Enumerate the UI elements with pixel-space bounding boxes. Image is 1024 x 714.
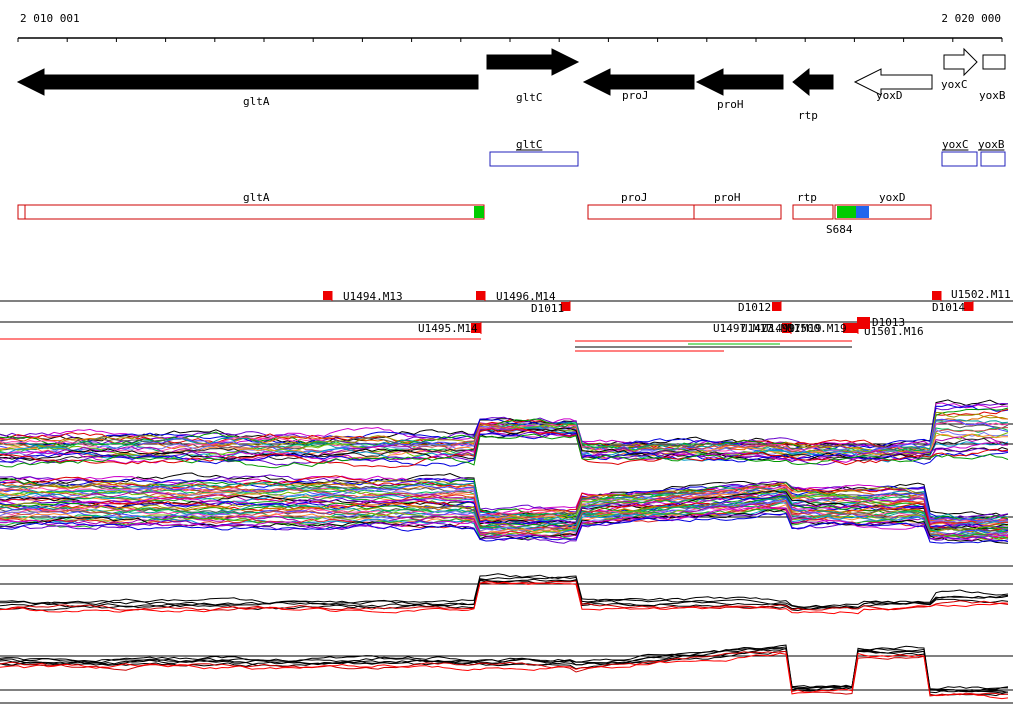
expression-line bbox=[0, 432, 1009, 467]
probe-label-U1473.M17: U1473.M17 bbox=[741, 322, 801, 335]
probe-label-U1501.M16: U1501.M16 bbox=[864, 325, 924, 338]
gene-label-yoxC: yoxC bbox=[941, 78, 968, 91]
expression-line bbox=[0, 433, 1009, 469]
expression-line bbox=[0, 502, 1009, 535]
probe-label-D1012: D1012 bbox=[738, 301, 771, 314]
probe-flag-D1012[interactable] bbox=[772, 302, 781, 311]
gene-arrow-yoxC[interactable] bbox=[943, 47, 978, 77]
gene-label-yoxD: yoxD bbox=[876, 89, 903, 102]
ruler-end-label: 2 020 000 bbox=[941, 12, 1001, 25]
probe-label-U1496.M14: U1496.M14 bbox=[496, 290, 556, 303]
expression-line bbox=[0, 646, 1008, 694]
red-box-segment bbox=[474, 206, 484, 218]
gene-arrow-yoxD[interactable] bbox=[853, 68, 933, 96]
probe-flag-b-1[interactable] bbox=[782, 323, 791, 333]
probe-label-D1011: D1011 bbox=[531, 302, 564, 315]
expression-line bbox=[0, 490, 1009, 526]
expression-line bbox=[0, 579, 1009, 612]
red-box-small[interactable] bbox=[17, 204, 26, 220]
expression-line bbox=[0, 513, 1009, 544]
red-box-gltA[interactable] bbox=[24, 204, 485, 220]
gene-yoxB[interactable]: yoxB bbox=[979, 54, 1006, 102]
expression-line bbox=[0, 580, 1009, 611]
gene-label-gltA: gltA bbox=[243, 95, 270, 108]
expression-line bbox=[0, 652, 1009, 700]
gene-yoxC[interactable]: yoxC bbox=[941, 47, 978, 91]
gene-arrow-proH[interactable] bbox=[695, 68, 784, 96]
expression-line bbox=[0, 427, 1009, 461]
gene-label-gltC: gltC bbox=[516, 91, 543, 104]
gene-gltC[interactable]: gltC bbox=[486, 48, 580, 104]
probe-flag-D1011[interactable] bbox=[561, 302, 570, 311]
red-box-segment bbox=[856, 206, 869, 218]
probe-flag-U1494.M13[interactable] bbox=[323, 291, 332, 300]
expression-upper bbox=[0, 399, 1009, 469]
probe-flag-U1496.M14[interactable] bbox=[476, 291, 485, 300]
expression-line bbox=[0, 482, 1009, 524]
probe-label-D1014: D1014 bbox=[932, 301, 965, 314]
gene-label-proJ: proJ bbox=[622, 89, 649, 102]
red-label-yoxD: yoxD bbox=[879, 191, 906, 204]
probe-flag-D1013[interactable] bbox=[857, 317, 870, 329]
blue-box-gltC[interactable] bbox=[489, 151, 579, 167]
expression-line bbox=[0, 501, 1009, 537]
probe-label-U1494.M13: U1494.M13 bbox=[343, 290, 403, 303]
gene-arrow-rtp[interactable] bbox=[792, 67, 834, 97]
gene-label-yoxB: yoxB bbox=[979, 89, 1006, 102]
gene-shape-yoxB[interactable] bbox=[982, 54, 1006, 70]
probe-flag-U1502.M11[interactable] bbox=[932, 291, 941, 300]
expression-line bbox=[0, 581, 1009, 615]
gene-yoxD[interactable]: yoxD bbox=[853, 68, 933, 102]
coverage-upper bbox=[0, 573, 1009, 615]
probe-flag-b-2[interactable] bbox=[843, 323, 858, 333]
expression-line bbox=[0, 428, 1009, 463]
blue-label-yoxB[interactable]: yoxB bbox=[978, 138, 1005, 151]
probe-label-U1495.M14: U1495.M14 bbox=[418, 322, 478, 335]
probe-label-U1499.M19: U1499.M19 bbox=[762, 322, 822, 335]
coverage-lower bbox=[0, 644, 1009, 700]
gene-label-proH: proH bbox=[717, 98, 744, 111]
red-label-proJ: proJ bbox=[621, 191, 648, 204]
gene-proJ[interactable]: proJ bbox=[582, 68, 695, 102]
red-box-proJ[interactable] bbox=[587, 204, 695, 220]
gene-gltA[interactable]: gltA bbox=[16, 68, 479, 108]
gene-label-rtp: rtp bbox=[798, 109, 818, 122]
probe-label-U1500.M19: U1500.M19 bbox=[787, 322, 847, 335]
probe-flag-D1014[interactable] bbox=[964, 302, 973, 311]
probe-label-U1497.M17: U1497.M17 bbox=[713, 322, 773, 335]
probe-flag-b-0[interactable] bbox=[471, 323, 481, 333]
expression-line bbox=[0, 575, 1009, 609]
expression-line bbox=[0, 650, 1009, 694]
probe-label-U1502.M11: U1502.M11 bbox=[951, 288, 1011, 301]
blue-label-gltC[interactable]: gltC bbox=[516, 138, 543, 151]
gene-rtp[interactable]: rtp bbox=[792, 67, 834, 122]
blue-box-yoxC[interactable] bbox=[941, 151, 978, 167]
ruler-start-label: 2 010 001 bbox=[20, 12, 80, 25]
red-label-gltA: gltA bbox=[243, 191, 270, 204]
expression-line bbox=[0, 475, 1009, 521]
gene-arrow-proJ[interactable] bbox=[582, 68, 695, 96]
segment-label-s684: S684 bbox=[826, 223, 853, 236]
gene-arrow-gltA[interactable] bbox=[16, 68, 479, 96]
red-label-rtp: rtp bbox=[797, 191, 817, 204]
red-box-proH[interactable] bbox=[693, 204, 782, 220]
blue-label-yoxC[interactable]: yoxC bbox=[942, 138, 969, 151]
expression-line bbox=[0, 650, 1009, 697]
expression-line bbox=[0, 414, 1009, 454]
expression-dense bbox=[0, 472, 1009, 544]
red-box-rtp[interactable] bbox=[792, 204, 834, 220]
expression-line bbox=[0, 428, 1009, 469]
probe-label-D1013: D1013 bbox=[872, 316, 905, 329]
gene-arrow-gltC[interactable] bbox=[486, 48, 580, 76]
gene-proH[interactable]: proH bbox=[695, 68, 784, 111]
expression-line bbox=[0, 494, 1009, 527]
red-label-proH: proH bbox=[714, 191, 741, 204]
expression-line bbox=[0, 647, 1009, 697]
expression-line bbox=[0, 506, 1009, 541]
red-box-segment bbox=[837, 206, 856, 218]
blue-box-yoxB[interactable] bbox=[980, 151, 1006, 167]
